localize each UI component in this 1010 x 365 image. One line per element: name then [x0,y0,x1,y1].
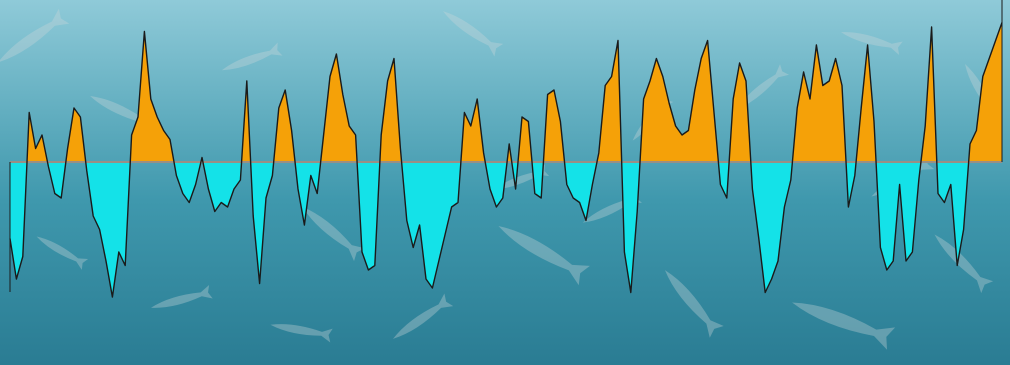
fish-silhouette [90,96,156,132]
fish-silhouette [442,11,504,57]
fish-silhouette [221,42,283,71]
fish-silhouette [582,190,642,223]
fish-silhouette [36,236,89,270]
fish-silhouette [498,225,590,286]
fish-silhouette [270,324,333,343]
fish-silhouette [151,284,213,308]
fish-silhouette [392,293,454,339]
fish-silhouette [0,8,70,63]
plot-area [9,0,1003,298]
fish-silhouette [792,302,896,350]
positive-area [10,22,1002,162]
fish-silhouette [494,164,550,190]
fish-silhouette [664,270,724,338]
fish-silhouette [302,206,365,262]
fish-silhouette [934,234,994,294]
fish-school [0,8,1003,350]
fish-silhouette [737,64,790,110]
series-line [9,22,1003,298]
fish-silhouette [841,32,903,56]
